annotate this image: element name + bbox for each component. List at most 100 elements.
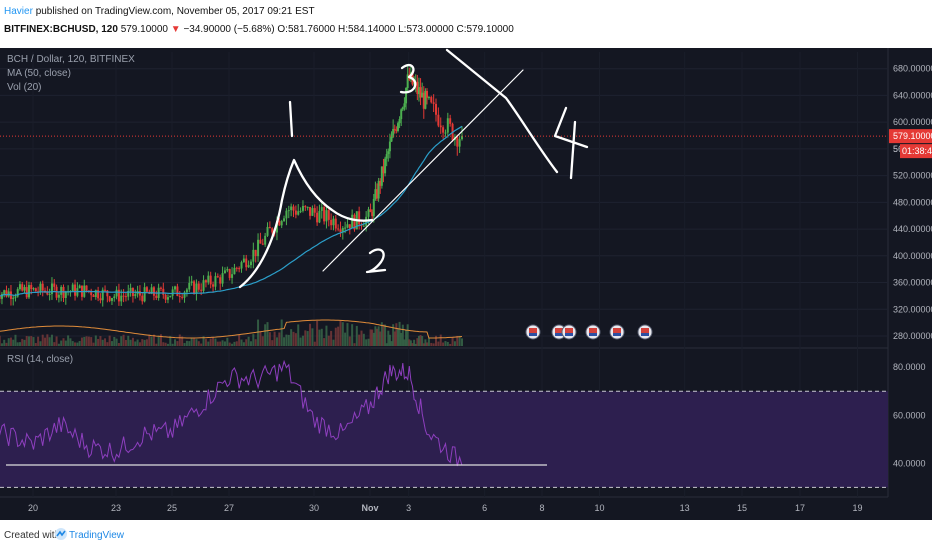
candle-down [442,127,445,133]
volume-bar [226,337,229,346]
volume-bar [92,342,95,346]
drawn-numeral-2 [365,248,387,274]
volume-bar [18,342,21,346]
time-tick-label: 25 [167,503,177,513]
brand-link[interactable]: TradingView [69,530,125,541]
candle-down [456,136,459,147]
hand-drawing [238,48,589,289]
candle-up [166,297,169,300]
volume-bar [275,337,278,346]
legend-title: BCH / Dollar, 120, BITFINEX [7,54,135,65]
tradingview-logo-icon [55,528,67,540]
candle-down [216,276,219,278]
volume-bar [219,341,222,346]
candle-up [377,180,380,199]
candle-down [416,81,419,95]
candle-down [430,97,433,103]
volume-bar [414,343,417,346]
candle-down [334,218,337,229]
chart-canvas[interactable]: 280.00000 320.00000 360.00000 400.00000 440.… [0,48,932,520]
low-value: 573.00000 [406,24,454,35]
event-flag-icon[interactable] [637,324,653,340]
volume-bar [435,335,438,346]
candle-up [380,166,383,186]
volume-bar [138,342,141,346]
candle-up [190,281,193,283]
volume-bar [238,334,241,346]
volume-bar [444,341,447,346]
volume-bar [57,343,60,346]
volume-bar [124,339,127,346]
candle-up [257,239,260,257]
volume-bar [80,337,83,346]
candle-up [247,265,250,268]
volume-bar [437,341,440,346]
candle-down [25,287,28,298]
volume-bar [157,335,160,346]
event-flag-icon[interactable] [609,324,625,340]
candle-up [266,226,269,236]
volume-bar [3,339,6,346]
candle-down [268,226,271,229]
author-link[interactable]: Havier [4,6,33,17]
volume-bar [216,341,219,346]
candle-down [278,220,281,226]
candle-up [318,210,321,223]
volume-bar [427,338,430,346]
volume-bar [48,337,51,346]
volume-bar [257,319,260,346]
candle-up [71,284,74,292]
volume-bar [351,324,354,346]
volume-bar [401,324,404,346]
change-value: −34.90000 (−5.68%) [183,24,275,35]
candle-up [344,227,347,229]
volume-bar [202,336,205,346]
time-tick-label: 20 [28,503,38,513]
volume-bar [337,326,340,346]
volume-bar [9,337,12,346]
event-markers[interactable] [525,324,653,340]
candle-down [304,205,307,208]
close-label: C: [456,24,467,35]
price-tick-label: 680.00000 [893,64,932,74]
time-tick-label: 13 [680,503,690,513]
candle-up [403,103,406,108]
candle-up [183,292,186,298]
volume-bar [323,338,326,346]
volume-bar [176,341,179,346]
rsi-pane [0,359,888,488]
candle-up [32,288,35,290]
volume-bar [432,343,435,346]
volume-bar [212,337,215,346]
candle-up [325,210,328,222]
volume-bar [374,326,377,346]
volume-bar [290,329,293,346]
time-tick-label: 6 [482,503,487,513]
volume-bar [358,334,361,346]
volume-bar [355,325,358,346]
volume-bar [76,342,79,346]
volume-bar [90,337,93,346]
candle-down [358,211,361,225]
candle-down [181,296,184,298]
event-flag-icon[interactable] [585,324,601,340]
volume-bar [181,336,184,346]
high-label: H: [338,24,349,35]
current-price-label: 579.10000 [893,131,932,141]
event-flag-icon[interactable] [525,324,541,340]
volume-bar [195,339,198,346]
event-flag-stripe [565,333,573,336]
volume-bar [396,328,399,346]
volume-bar [200,343,203,346]
volume-bar [185,340,188,346]
volume-bar [204,339,207,346]
candle-up [226,269,229,271]
volume-bar [392,324,395,346]
candle-down [106,290,109,297]
volume-bar [231,343,234,346]
volume-bar [245,339,248,346]
time-tick-label: 17 [795,503,805,513]
event-flag-icon[interactable] [561,324,577,340]
volume-bar [249,341,252,346]
volume-ma-line [0,319,463,339]
